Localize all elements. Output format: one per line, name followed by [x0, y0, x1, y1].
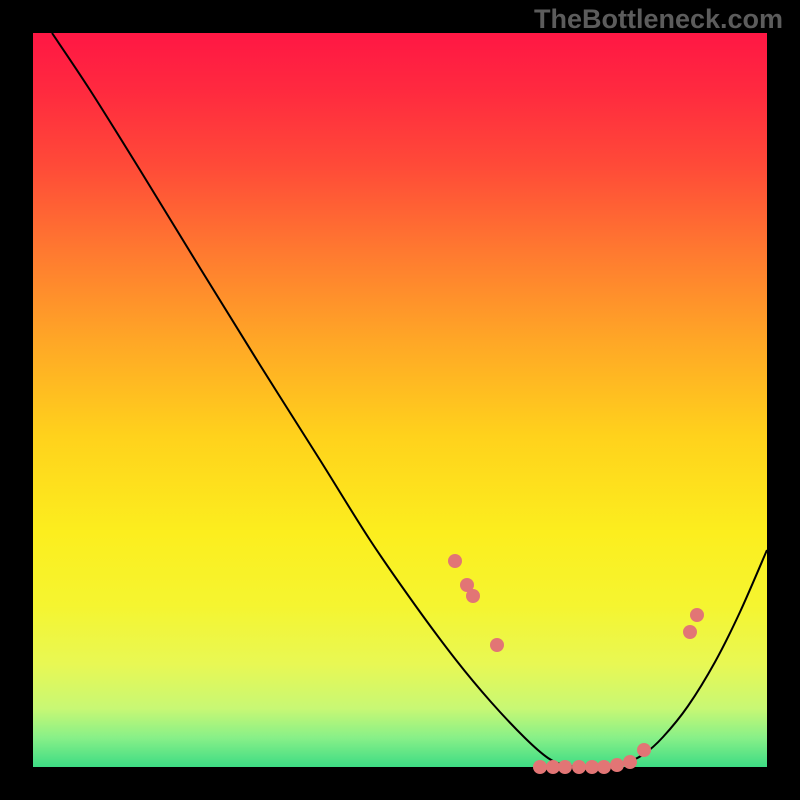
data-marker	[597, 760, 611, 774]
gradient-background	[33, 33, 767, 767]
data-marker	[533, 760, 547, 774]
data-marker	[572, 760, 586, 774]
attribution-text: TheBottleneck.com	[534, 4, 783, 35]
data-marker	[623, 755, 637, 769]
data-marker	[637, 743, 651, 757]
data-marker	[546, 760, 560, 774]
data-marker	[558, 760, 572, 774]
data-marker	[490, 638, 504, 652]
data-marker	[690, 608, 704, 622]
data-marker	[683, 625, 697, 639]
data-marker	[610, 758, 624, 772]
chart-svg	[0, 0, 800, 800]
chart-container: TheBottleneck.com	[0, 0, 800, 800]
data-marker	[448, 554, 462, 568]
data-marker	[585, 760, 599, 774]
data-marker	[466, 589, 480, 603]
